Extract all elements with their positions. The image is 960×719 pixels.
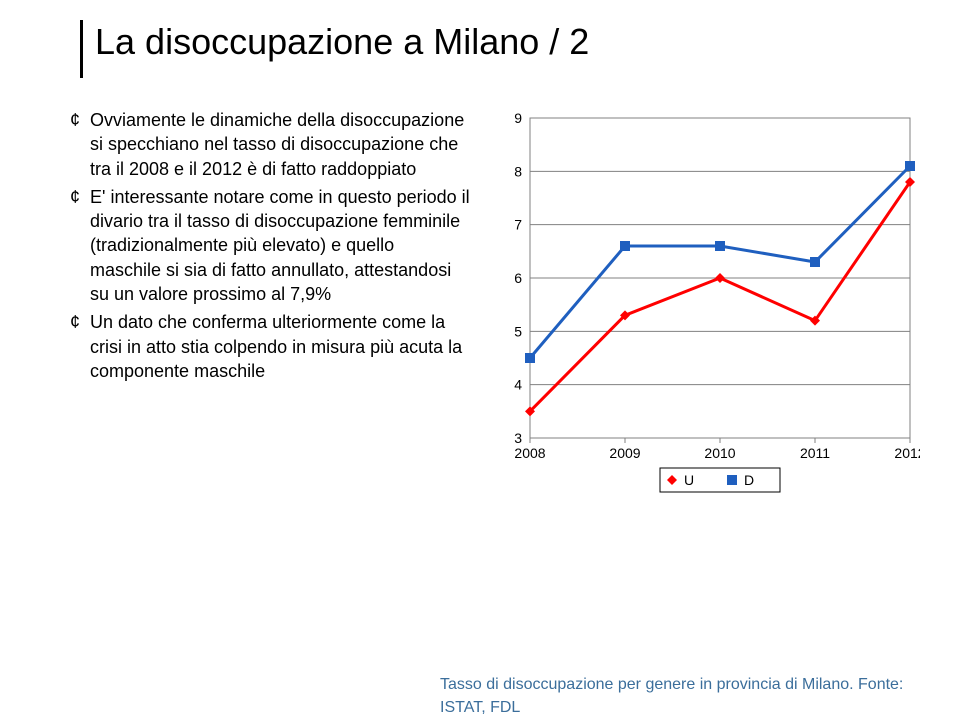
- svg-text:6: 6: [514, 270, 522, 286]
- svg-text:2010: 2010: [704, 445, 735, 461]
- svg-text:3: 3: [514, 430, 522, 446]
- bullet-column: Ovviamente le dinamiche della disoccupaz…: [70, 108, 470, 503]
- page-title: La disoccupazione a Milano / 2: [95, 20, 589, 63]
- svg-text:U: U: [684, 472, 694, 488]
- title-block: La disoccupazione a Milano / 2: [80, 20, 920, 78]
- content-row: Ovviamente le dinamiche della disoccupaz…: [70, 108, 920, 503]
- chart-column: 3 4 5 6 7 8 9 2008 2009 2010 2011 2012 U D: [490, 108, 920, 503]
- bullet-item: E' interessante notare come in questo pe…: [70, 185, 470, 306]
- svg-text:5: 5: [514, 323, 522, 339]
- bullet-list: Ovviamente le dinamiche della disoccupaz…: [70, 108, 470, 383]
- svg-text:D: D: [744, 472, 754, 488]
- svg-text:2011: 2011: [800, 445, 830, 461]
- svg-text:2012: 2012: [894, 445, 920, 461]
- svg-text:7: 7: [514, 217, 522, 233]
- svg-text:9: 9: [514, 110, 522, 126]
- svg-text:8: 8: [514, 163, 522, 179]
- bullet-item: Ovviamente le dinamiche della disoccupaz…: [70, 108, 470, 181]
- bullet-item: Un dato che conferma ulteriormente come …: [70, 310, 470, 383]
- source-caption: Tasso di disoccupazione per genere in pr…: [440, 674, 920, 719]
- title-rule: [80, 20, 83, 78]
- svg-text:2009: 2009: [609, 445, 640, 461]
- unemployment-chart: 3 4 5 6 7 8 9 2008 2009 2010 2011 2012 U D: [490, 108, 920, 498]
- svg-text:2008: 2008: [514, 445, 545, 461]
- svg-text:4: 4: [514, 377, 522, 393]
